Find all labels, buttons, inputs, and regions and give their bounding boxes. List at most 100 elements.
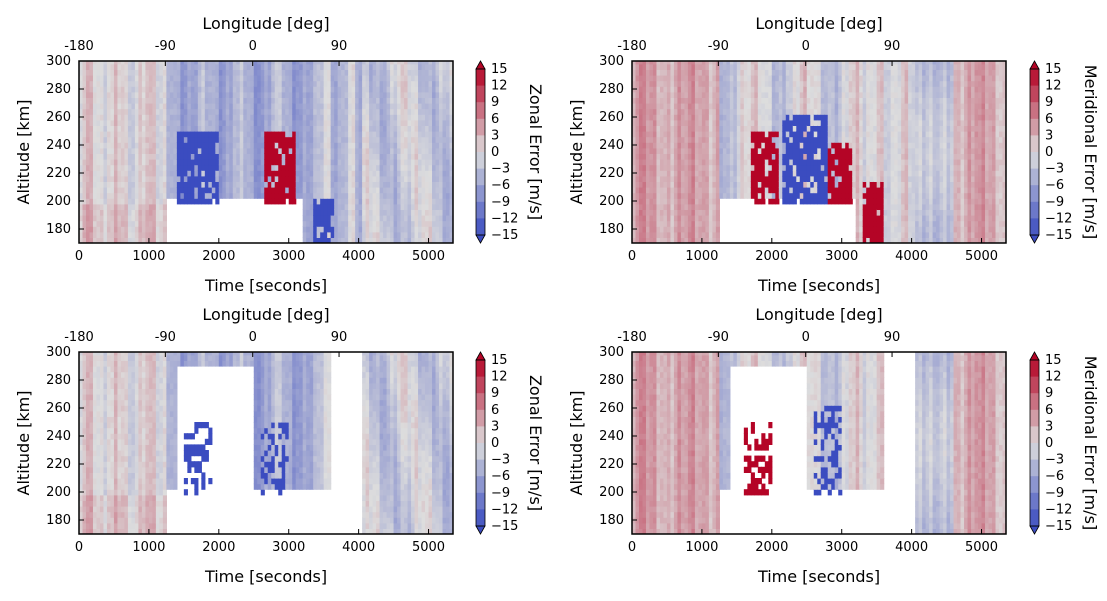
heatmap-cell xyxy=(313,63,318,70)
heatmap-cell xyxy=(712,119,717,126)
heatmap-cell xyxy=(691,114,696,121)
heatmap-cell xyxy=(733,86,738,93)
heatmap-cell xyxy=(694,187,700,194)
heatmap-cell xyxy=(113,91,119,98)
heatmap-cell xyxy=(376,198,381,205)
heatmap-cell xyxy=(183,119,188,126)
heatmap-cell xyxy=(386,237,391,243)
heatmap-cell xyxy=(733,153,738,160)
heatmap-cell xyxy=(246,125,251,132)
heatmap-cell xyxy=(271,86,276,93)
heatmap-cell xyxy=(320,108,325,115)
heatmap-cell xyxy=(369,170,374,177)
heatmap-cell xyxy=(327,125,332,132)
heatmap-cell xyxy=(771,125,776,132)
heatmap-cell xyxy=(418,119,423,126)
heatmap-cell xyxy=(820,192,825,199)
heatmap-cell xyxy=(747,164,752,171)
heatmap-cell xyxy=(393,131,398,138)
heatmap-cell xyxy=(127,86,133,93)
heatmap-cell xyxy=(82,131,87,138)
heatmap-cell xyxy=(372,125,377,132)
heatmap-cell xyxy=(351,153,356,160)
heatmap-cell xyxy=(803,119,808,126)
heatmap-cell xyxy=(698,114,703,121)
heatmap-cell xyxy=(386,91,391,98)
heatmap-cell xyxy=(666,61,672,65)
heatmap-cell xyxy=(722,108,727,115)
heatmap-cell xyxy=(439,103,444,110)
heatmap-cell xyxy=(127,237,133,243)
heatmap-cell xyxy=(99,86,105,93)
heatmap-cell xyxy=(267,119,272,126)
heatmap-cell xyxy=(120,226,126,233)
heatmap-cell xyxy=(138,198,143,205)
heatmap-cell xyxy=(712,203,717,210)
heatmap-cell xyxy=(106,75,112,82)
heatmap-cell xyxy=(236,80,241,87)
heatmap-cell xyxy=(85,80,91,87)
heatmap-cell xyxy=(120,63,126,70)
heatmap-cell xyxy=(747,97,752,104)
heatmap-cell xyxy=(390,61,395,65)
heatmap-cell xyxy=(743,69,748,76)
heatmap-cell xyxy=(124,114,129,121)
heatmap-cell xyxy=(789,63,794,70)
heatmap-cell xyxy=(236,192,241,199)
heatmap-cell xyxy=(239,91,244,98)
heatmap-cell xyxy=(187,108,192,115)
heatmap-cell xyxy=(656,159,661,166)
heatmap-cell xyxy=(355,237,360,243)
heatmap-cell xyxy=(264,175,269,182)
heatmap-cell xyxy=(729,187,734,194)
heatmap-cell xyxy=(246,175,251,182)
heatmap-cell xyxy=(659,86,665,93)
heatmap-cell xyxy=(638,114,644,121)
heatmap-cell xyxy=(789,103,794,110)
heatmap-cell xyxy=(705,175,710,182)
heatmap-cell xyxy=(194,198,199,205)
heatmap-cell xyxy=(92,192,98,199)
heatmap-cell xyxy=(187,125,192,132)
heatmap-cell xyxy=(316,203,321,210)
heatmap-cell xyxy=(411,164,416,171)
heatmap-cell xyxy=(348,203,353,210)
heatmap-cell xyxy=(351,231,356,238)
heatmap-cell xyxy=(358,91,363,98)
heatmap-cell xyxy=(754,91,759,98)
heatmap-cell xyxy=(428,192,433,199)
heatmap-cell xyxy=(645,187,651,194)
heatmap-cell xyxy=(659,108,665,115)
heatmap-cell xyxy=(834,108,839,115)
heatmap-cell xyxy=(435,187,440,194)
heatmap-cell xyxy=(743,75,748,82)
heatmap-cell xyxy=(117,159,122,166)
heatmap-cell xyxy=(750,192,755,199)
heatmap-cell xyxy=(138,136,143,143)
heatmap-cell xyxy=(684,198,689,205)
heatmap-cell xyxy=(106,215,112,222)
heatmap-cell xyxy=(379,170,384,177)
heatmap-cell xyxy=(190,75,195,82)
heatmap-cell xyxy=(355,103,360,110)
heatmap-cell xyxy=(159,69,164,76)
heatmap-cell xyxy=(726,181,731,188)
heatmap-cell xyxy=(768,69,773,76)
heatmap-cell xyxy=(341,192,346,199)
heatmap-cell xyxy=(827,175,832,182)
heatmap-cell xyxy=(414,69,419,76)
heatmap-cell xyxy=(134,231,140,238)
heatmap-cell xyxy=(264,198,269,205)
heatmap-cell xyxy=(670,170,675,177)
heatmap-cell xyxy=(400,231,405,238)
heatmap-cell xyxy=(306,203,311,210)
heatmap-cell xyxy=(446,220,451,227)
heatmap-cell xyxy=(708,69,713,76)
heatmap-cell xyxy=(810,91,815,98)
heatmap-cell xyxy=(271,131,276,138)
heatmap-cell xyxy=(694,91,700,98)
heatmap-cell xyxy=(183,61,188,65)
heatmap-cell xyxy=(211,119,216,126)
heatmap-cell xyxy=(421,153,426,160)
heatmap-cell xyxy=(173,125,178,132)
